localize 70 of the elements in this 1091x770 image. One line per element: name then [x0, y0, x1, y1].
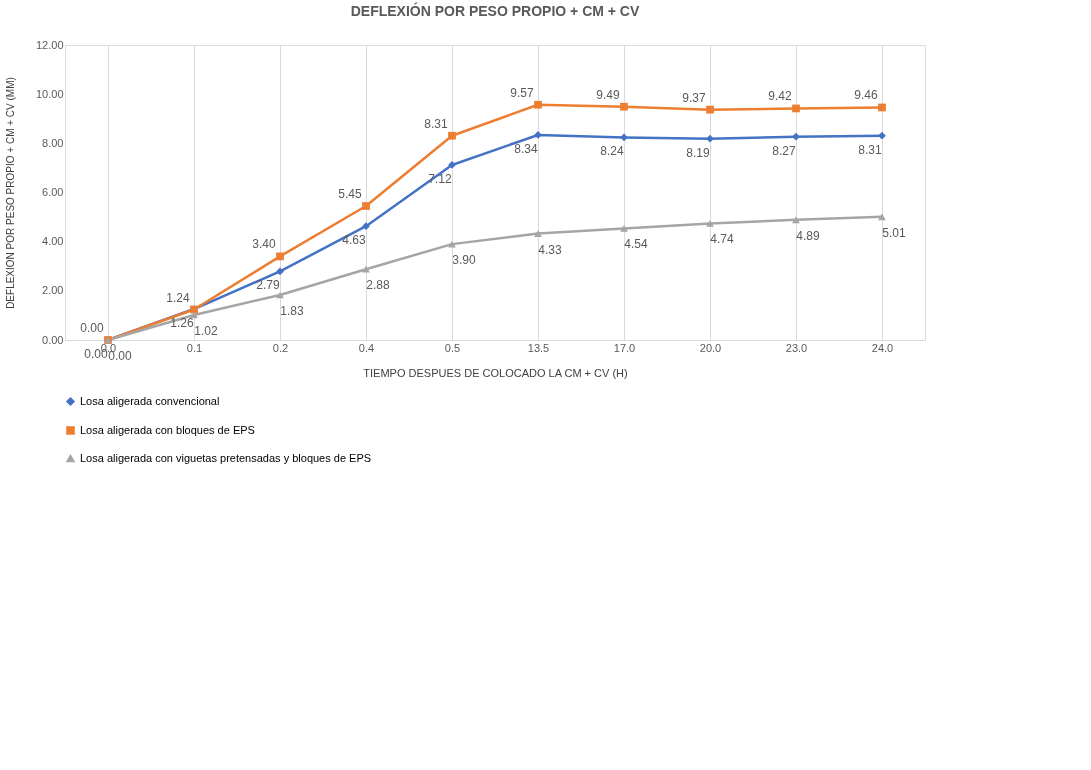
point — [190, 311, 198, 319]
y-axis-title: DEFLEXION POR PESO PROPIO + CM + CV (MM) — [4, 77, 16, 309]
legend-label: Losa aligerada con bloques de EPS — [80, 423, 255, 436]
point — [448, 131, 456, 140]
chart-title: DEFLEXIÓN POR PESO PROPIO + CM + CV — [350, 2, 640, 19]
point — [620, 133, 628, 142]
y-tick-label: 8.00 — [42, 136, 64, 149]
data-label: 4.74 — [710, 232, 734, 247]
point — [792, 104, 800, 113]
point — [362, 222, 370, 231]
data-label: 9.57 — [510, 85, 534, 100]
y-tick-label: 10.00 — [35, 87, 64, 100]
data-label: 4.54 — [624, 237, 648, 252]
point — [276, 252, 284, 261]
data-label: 9.46 — [854, 88, 878, 103]
data-label: 4.33 — [538, 242, 562, 257]
point — [878, 131, 886, 140]
point — [792, 132, 800, 141]
data-label: 3.90 — [452, 253, 476, 268]
x-tick-label: 13.5 — [527, 341, 550, 354]
point — [620, 225, 628, 232]
point — [362, 202, 370, 210]
data-label: 2.88 — [366, 278, 390, 293]
data-label: 4.63 — [342, 233, 366, 248]
x-tick-label: 20.0 — [699, 341, 722, 354]
point — [878, 103, 886, 112]
y-tick-label: 6.00 — [42, 186, 64, 198]
x-tick-label: 0.5 — [444, 341, 461, 354]
data-label: 5.01 — [882, 225, 906, 240]
point — [706, 105, 714, 114]
point — [792, 216, 800, 224]
point — [362, 265, 370, 273]
data-label: 9.49 — [596, 87, 620, 102]
data-label: 8.31 — [858, 142, 882, 157]
x-tick-label: 17.0 — [613, 341, 636, 354]
legend-label: Losa aligerada convencional — [80, 394, 220, 407]
x-tick-label: 0.2 — [272, 341, 289, 354]
x-tick-label: 0.4 — [358, 341, 375, 354]
data-label: 1.83 — [280, 304, 304, 319]
x-axis-title: TIEMPO DESPUES DE COLOCADO LA CM + CV (H) — [363, 366, 628, 379]
x-tick-label: 24.0 — [871, 341, 894, 354]
point — [534, 230, 542, 237]
data-label: 3.40 — [252, 237, 276, 252]
data-label: 1.02 — [194, 323, 218, 338]
x-tick-label: 0.1 — [186, 341, 203, 354]
x-tick-label: 23.0 — [785, 341, 808, 354]
y-tick-label: 4.00 — [42, 235, 64, 248]
y-tick-label: 0.00 — [42, 333, 64, 346]
data-label: 1.26 — [170, 316, 194, 331]
y-tick-label: 12.00 — [35, 38, 64, 51]
data-label: 8.27 — [772, 143, 796, 158]
point — [706, 134, 714, 143]
data-label: 8.19 — [686, 145, 710, 160]
data-label: 0.00 — [80, 321, 104, 335]
data-label: 1.24 — [166, 290, 190, 305]
point — [534, 100, 542, 109]
point — [706, 220, 714, 227]
point — [620, 102, 628, 111]
data-label: 8.31 — [424, 116, 448, 131]
data-label: 8.24 — [600, 144, 624, 159]
data-label: 2.79 — [256, 278, 280, 293]
point — [878, 213, 886, 221]
point — [276, 267, 284, 276]
legend-label: Losa aligerada con viguetas pretensadas y bloques de EPS — [80, 451, 372, 464]
data-label: 9.42 — [768, 89, 792, 104]
y-tick-label: 2.00 — [42, 284, 64, 297]
data-label: 9.37 — [682, 90, 706, 105]
data-label: 8.34 — [514, 141, 538, 156]
data-label: 4.89 — [796, 228, 820, 243]
data-label: 5.45 — [338, 187, 362, 202]
